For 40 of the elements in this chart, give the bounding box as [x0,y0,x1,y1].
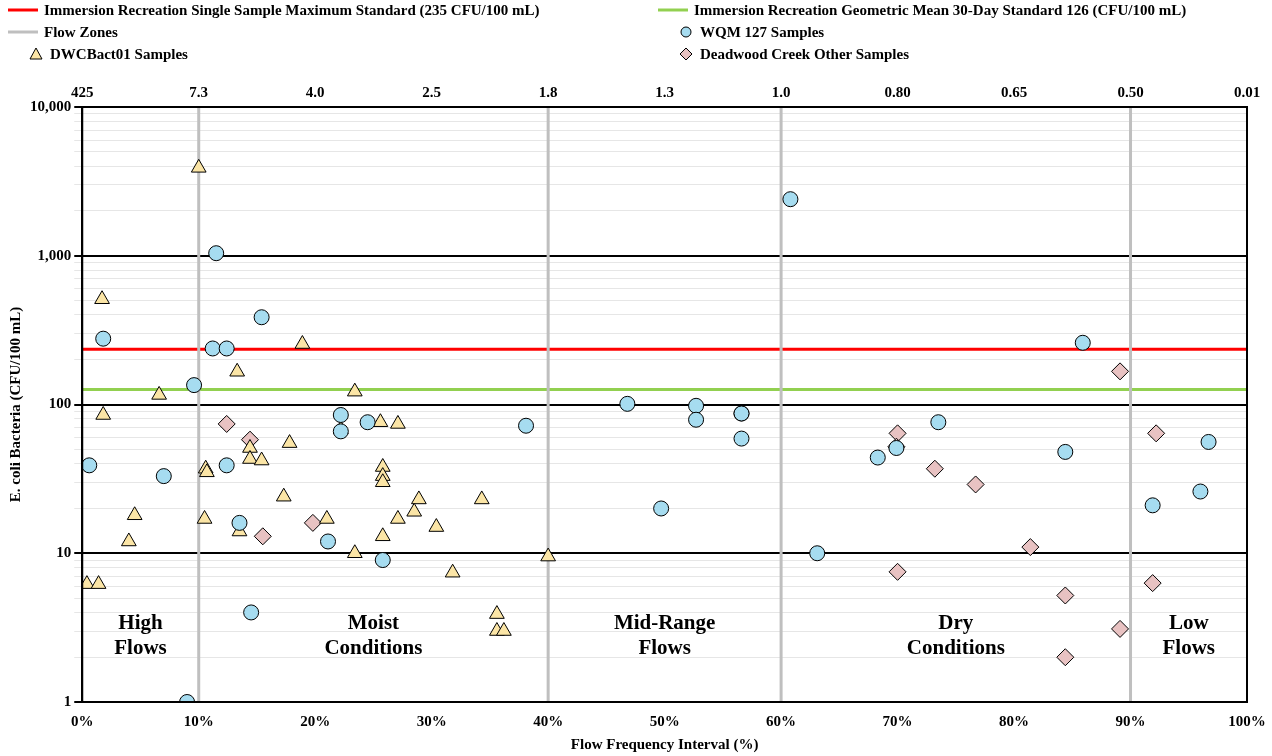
text: 1.3 [655,84,674,101]
text: 2.5 [422,84,442,101]
text: 0.01 [1233,84,1261,101]
x-tick-label: 20% [300,712,331,729]
annotation: Moist Conditions [324,610,423,660]
legend-label: DWCBact01 Samples [50,45,188,63]
text: 0.80 [884,84,911,101]
legend-label: Immersion Recreation Single Sample Maximum Standard (235 CFU/100 mL) [44,1,540,19]
x-tick-label: 10% [183,712,214,729]
y-axis-title: E. coli Bacteria (CFU/100 mL) [6,306,24,503]
text: 7.3 [189,84,209,101]
text: 425 [71,84,94,101]
x-tick-label: 90% [1115,712,1146,729]
x-axis-title: Flow Frequency Interval (%) [570,735,759,753]
x-tick-label: 70% [882,712,913,729]
legend-label: WQM 127 Samples [700,23,825,41]
x-tick-label: 0% [71,712,94,729]
legend-label: Flow Zones [44,23,118,41]
annotation: Dry Conditions [906,610,1005,660]
text: 4.0 [305,84,325,101]
legend-label: Deadwood Creek Other Samples [700,45,910,63]
y-tick-label: 100 [48,395,72,412]
x-tick-label: 60% [766,712,797,729]
annotation: Mid-Range Flows [613,610,716,660]
text: 1.0 [771,84,791,101]
text: 1.8 [538,84,558,101]
annotation: High Flows [114,610,167,660]
legend-label: Immersion Recreation Geometric Mean 30-Day Standard 126 (CFU/100 mL) [694,1,1187,19]
text: 0.50 [1117,84,1144,101]
x-tick-label: 40% [533,712,564,729]
annotation: Low Flows [1162,610,1216,660]
y-tick-label: 10 [56,544,72,561]
y-tick-label: 10,000 [30,97,72,114]
y-tick-label: 1 [63,692,72,709]
x-tick-label: 50% [649,712,680,729]
y-tick-label: 1,000 [37,246,72,263]
x-tick-label: 80% [999,712,1030,729]
x-tick-label: 100% [1228,712,1266,729]
text: 0.65 [1000,84,1028,101]
x-tick-label: 30% [416,712,447,729]
